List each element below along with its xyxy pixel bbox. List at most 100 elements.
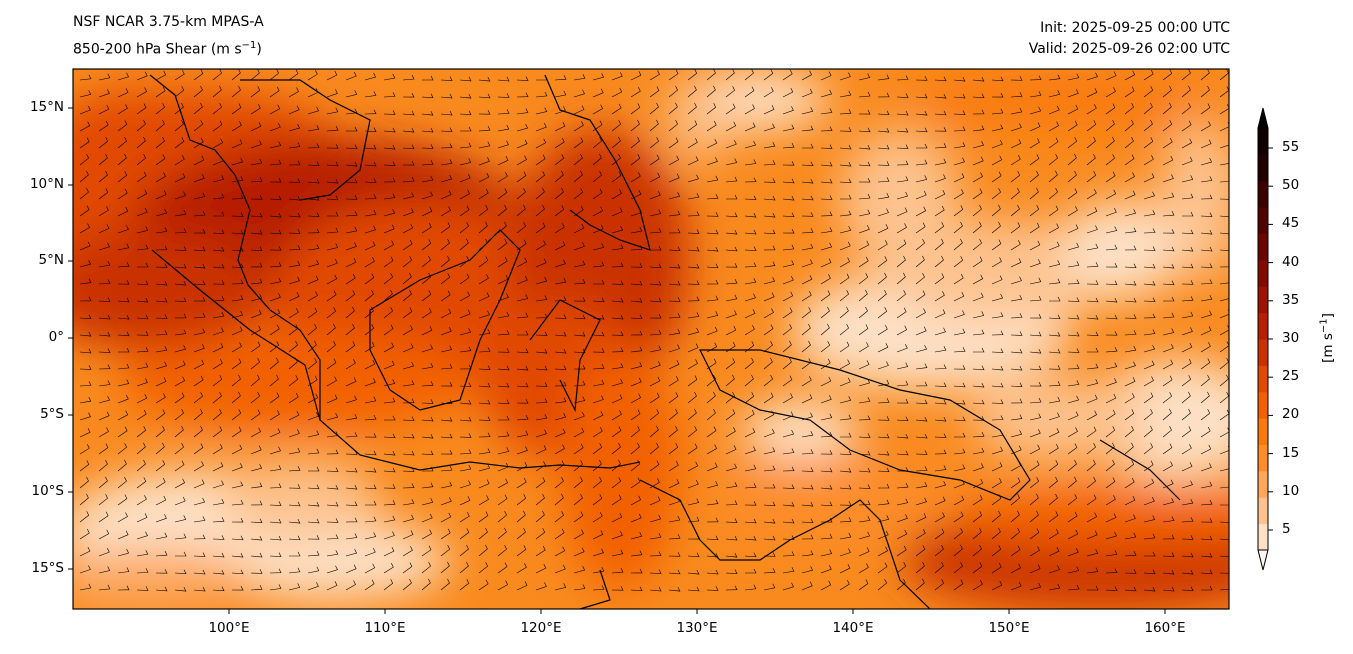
wind-barb [516,414,529,421]
colorbar-tick-label: 45 [1282,215,1300,232]
wind-barb [858,516,871,523]
wind-barb [592,331,605,337]
wind-barb [1029,528,1040,540]
colorbar-label: [m s−1] [1318,313,1336,363]
wind-barb [440,449,453,455]
wind-barb [1219,585,1229,591]
wind-barb [516,461,528,472]
shear-region [840,130,960,270]
wind-barb [954,432,966,438]
wind-barb [421,529,432,540]
wind-barb [345,580,356,591]
shear-region [670,80,730,160]
wind-barb [725,325,737,336]
wind-barb [630,425,640,438]
colorbar-segment [1258,365,1268,393]
wind-barb [307,582,319,591]
wind-barb [459,399,472,405]
wind-barb [459,480,471,489]
wind-barb [307,70,318,81]
wind-barb [687,516,700,523]
wind-barb [327,211,339,217]
wind-barb [668,297,681,302]
wind-barb [516,563,527,574]
wind-barb [345,564,357,574]
wind-barb [79,137,90,149]
wind-barb [1105,297,1118,303]
wind-barb [1143,263,1156,269]
wind-barb [991,221,1001,234]
wind-barb [649,376,661,387]
wind-barb [440,363,453,370]
wind-barb [364,273,375,285]
wind-barb [1010,313,1023,319]
wind-barb [1086,426,1097,438]
wind-barb [516,294,529,302]
wind-barb [516,581,528,591]
wind-barb [991,365,1004,371]
colorbar-segment [1258,470,1268,498]
wind-barb [915,399,928,405]
wind-barb [1124,569,1137,574]
wind-barb [516,108,529,115]
wind-barb [1067,511,1078,523]
wind-barb [1029,106,1042,115]
wind-barb [1200,374,1210,387]
wind-barb [440,76,453,81]
wind-barb [763,552,776,557]
wind-barb [535,295,548,302]
wind-barb [307,535,320,540]
wind-barb [877,398,890,404]
lon-label: 100°E [208,620,250,636]
wind-barb [136,586,149,591]
wind-barb [136,244,149,251]
wind-barb [630,442,640,455]
wind-barb [402,92,415,98]
wind-barb [725,427,736,438]
wind-barb [782,448,795,455]
wind-barb [402,239,413,251]
wind-barb [421,127,434,133]
wind-barb [174,69,185,81]
wind-barb [1181,462,1193,472]
wind-barb [345,257,357,268]
wind-barb [573,205,584,217]
wind-barb [1219,278,1229,285]
wind-barb [79,583,92,591]
wind-barb [877,240,888,251]
wind-barb [440,222,451,234]
wind-barb [858,144,871,150]
wind-barb [459,142,472,149]
wind-barb [972,172,983,183]
wind-barb [421,561,431,574]
wind-barb [174,119,184,132]
wind-barb [231,444,243,455]
wind-barb [554,365,567,370]
wind-barb [611,394,623,404]
wind-barb [212,391,222,404]
wind-barb [611,567,624,574]
wind-barb [820,211,833,217]
wind-barb [364,341,375,353]
wind-barb [79,121,91,132]
wind-barb [649,313,662,319]
wind-barb [991,330,1004,336]
wind-barb [706,374,716,387]
wind-barb [687,479,699,489]
wind-barb [782,357,792,370]
wind-barb [744,357,754,370]
wind-barb [706,120,717,132]
wind-barb [269,177,282,183]
wind-barb [554,137,565,149]
wind-barb [649,345,662,353]
wind-barb [877,127,890,133]
wind-barb [972,93,985,99]
wind-barb [839,257,850,268]
wind-barb [1010,222,1021,234]
wind-barb [649,280,662,286]
wind-barb [725,535,738,541]
wind-barb [706,569,719,575]
wind-barb [421,144,434,149]
wind-barb [1162,552,1175,557]
